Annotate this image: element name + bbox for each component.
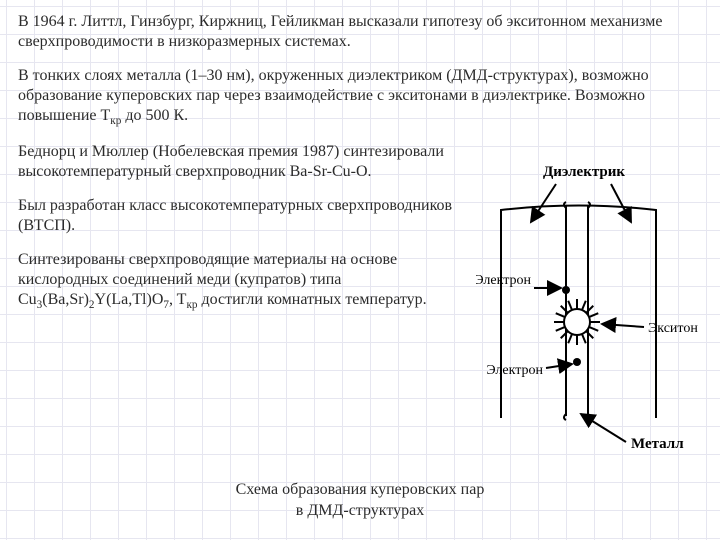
svg-text:Электрон: Электрон (476, 273, 532, 288)
dmd-structure-figure: Диэлектрик Электрон Электрон Экситон Металл (476, 162, 706, 452)
paragraph-htsc: Был разработан класс высокотемпературных… (18, 196, 458, 236)
p5-s4: кр (186, 299, 197, 311)
paragraph-dmd: В тонких слоях металла (1–30 нм), окруже… (18, 66, 702, 128)
figure-caption: Схема образования куперовских пар в ДМД-… (0, 479, 720, 522)
svg-text:Экситон: Экситон (648, 321, 698, 336)
caption-line2: в ДМД-структурах (296, 502, 424, 519)
paragraph-cuprates: Синтезированы сверхпроводящие материалы … (18, 250, 458, 312)
svg-text:Электрон: Электрон (486, 363, 543, 378)
page-content: В 1964 г. Литтл, Гинзбург, Киржниц, Гейл… (0, 0, 720, 540)
p2-sub-kr: кр (110, 115, 121, 127)
caption-line1: Схема образования куперовских пар (236, 481, 485, 498)
svg-text:Металл: Металл (631, 436, 684, 452)
dmd-svg: Диэлектрик Электрон Электрон Экситон Металл (476, 162, 706, 452)
p5-b: (Ba,Sr) (42, 291, 89, 308)
paragraph-bednorz: Беднорц и Мюллер (Нобелевская премия 198… (18, 142, 458, 182)
paragraph-hypothesis: В 1964 г. Литтл, Гинзбург, Киржниц, Гейл… (18, 12, 702, 52)
p5-c: Y(La,Tl)O (95, 291, 164, 308)
p5-e: достигли комнатных температур. (197, 291, 426, 308)
p5-d: , T (169, 291, 186, 308)
p2-part-b: до 500 К. (121, 107, 188, 124)
svg-text:Диэлектрик: Диэлектрик (543, 164, 625, 180)
